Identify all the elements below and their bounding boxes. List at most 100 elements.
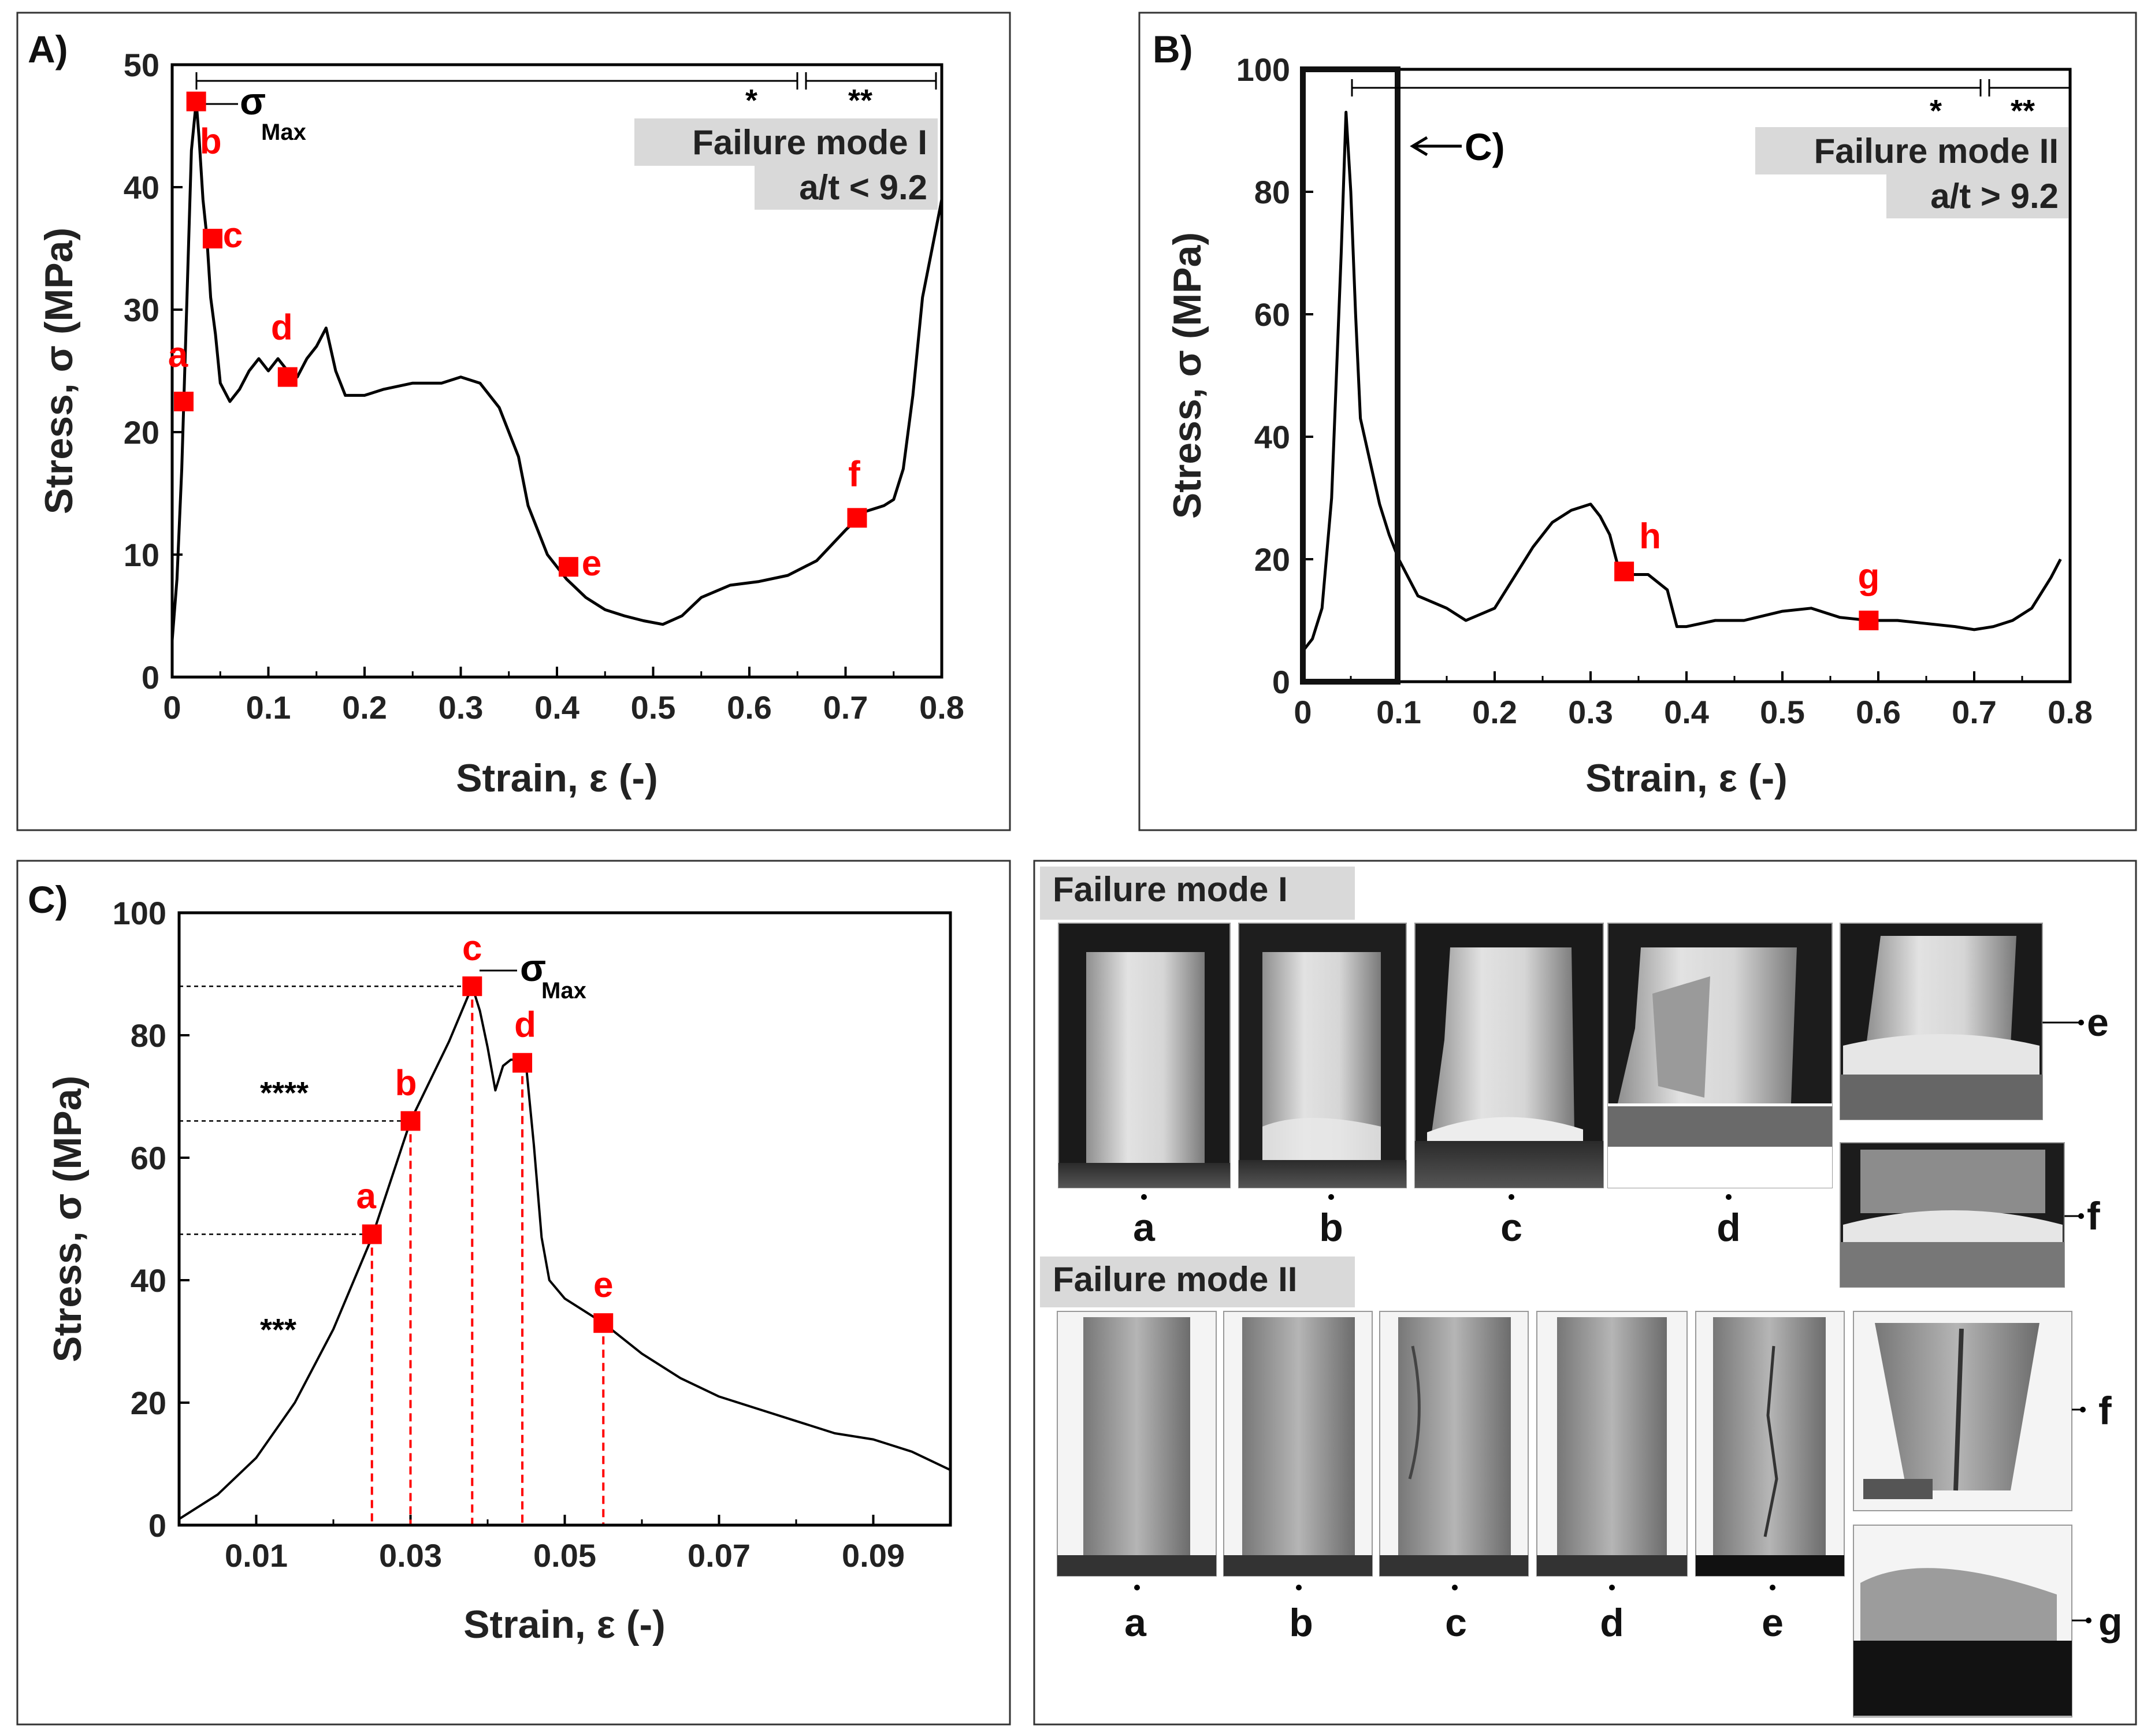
panel-b-info-line-1: Failure mode II xyxy=(1814,132,2059,170)
mode2-photo-b xyxy=(1223,1311,1373,1577)
panel-b-zoom-label: C) xyxy=(1465,125,1505,168)
panel-b-region-label-1: * xyxy=(1930,94,1942,128)
mode1-label-c: c xyxy=(1500,1206,1522,1250)
y-tick-label: 40 xyxy=(1254,419,1290,455)
panel-b-info-box-2 xyxy=(1886,174,2068,218)
panel-a-ticks: 0 0.1 0.2 0.3 0.4 0.5 0.6 0.7 0.8 0 10 20 30 40 50 xyxy=(124,47,964,726)
mode1-photo-c xyxy=(1414,923,1604,1188)
x-tick-label: 0.8 xyxy=(2048,694,2093,730)
mode2-label-c: c xyxy=(1445,1601,1467,1645)
marker-label-d: d xyxy=(514,1005,536,1045)
data-marker-f xyxy=(847,508,867,528)
data-marker-a xyxy=(362,1224,382,1244)
marker-label-d: d xyxy=(271,308,293,348)
x-tick-label: 0 xyxy=(163,689,181,726)
data-marker-c xyxy=(462,976,482,997)
mode1-photo-b xyxy=(1238,923,1407,1188)
x-tick-label: 0.6 xyxy=(727,689,772,726)
panel-b-zoom-box xyxy=(1300,66,1400,685)
mode2-photo-d xyxy=(1536,1311,1688,1577)
panel-c-markers: a b cd e xyxy=(356,928,614,1333)
mode1-title-box xyxy=(1040,867,1355,920)
panel-c-region-label-1: **** xyxy=(260,1076,309,1110)
panel-a-region-bracket xyxy=(195,72,937,90)
mode1-label-b: b xyxy=(1319,1206,1343,1250)
x-tick-label: 0.7 xyxy=(1952,694,1997,730)
x-tick-label: 0.1 xyxy=(1376,694,1421,730)
y-tick-label: 20 xyxy=(1254,541,1290,578)
y-tick-label: 60 xyxy=(131,1140,166,1176)
mode2-photo-f xyxy=(1853,1311,2072,1511)
marker-label-e: e xyxy=(582,544,601,583)
panel-b-region-label-2: ** xyxy=(2011,94,2035,128)
mode2-photo-g xyxy=(1853,1525,2072,1718)
marker-label-a: a xyxy=(168,335,188,375)
marker-label-g: g xyxy=(1857,557,1879,597)
panel-a-ylabel: Stress, σ (MPa) xyxy=(37,228,81,514)
panel-c-region-label-2: *** xyxy=(260,1313,296,1347)
panel-c-ylabel: Stress, σ (MPa) xyxy=(46,1076,90,1362)
y-tick-label: 0 xyxy=(1272,664,1290,700)
panel-a: A) 0 0.1 0.2 0.3 0.4 0.5 0.6 0.7 0.801020304050 … xyxy=(16,12,1011,831)
data-marker-c xyxy=(202,229,222,249)
y-tick-label: 40 xyxy=(124,169,159,206)
x-tick-label: 0.09 xyxy=(842,1537,905,1574)
x-tick-label: 0 xyxy=(1294,694,1312,730)
panel-a-xlabel: Strain, ε (-) xyxy=(456,756,658,800)
mode1-photo-a xyxy=(1058,923,1231,1188)
x-tick-label: 0.5 xyxy=(631,689,676,726)
x-tick-label: 0.3 xyxy=(1568,694,1613,730)
x-tick-label: 0.8 xyxy=(919,689,964,726)
panel-a-plot-area xyxy=(170,63,943,679)
y-tick-label: 100 xyxy=(113,895,166,931)
mode1-label-d: d xyxy=(1717,1206,1741,1250)
x-tick-label: 0.6 xyxy=(1856,694,1901,730)
x-tick-label: 0.3 xyxy=(439,689,484,726)
data-marker-d xyxy=(512,1053,533,1073)
panel-b-label: B) xyxy=(1153,28,1193,70)
x-tick-label: 0.5 xyxy=(1760,694,1805,730)
marker-label-c: c xyxy=(462,928,482,968)
mode2-g-dot xyxy=(2086,1618,2091,1623)
data-marker-b xyxy=(400,1111,421,1131)
mode2-dots xyxy=(1134,1585,1775,1590)
y-tick-label: 80 xyxy=(131,1017,166,1054)
marker-label-a: a xyxy=(356,1177,377,1217)
data-marker-e xyxy=(593,1313,614,1333)
data-marker-a xyxy=(173,392,194,411)
panel-a-info-box-2 xyxy=(755,166,938,210)
y-tick-label: 40 xyxy=(131,1262,166,1299)
panel-a-info-line-1: Failure mode I xyxy=(692,123,927,162)
mode2-label-f: f xyxy=(2098,1389,2112,1433)
panel-a-markers: a b c d e f xyxy=(168,91,867,583)
x-tick-label: 0.03 xyxy=(379,1537,442,1574)
y-tick-label: 10 xyxy=(124,537,159,573)
data-marker-e xyxy=(558,557,578,577)
panel-c-plot-area xyxy=(177,911,952,1527)
panel-c-sigma-label: σ xyxy=(520,946,546,989)
y-tick-label: 50 xyxy=(124,47,159,83)
x-tick-label: 0.01 xyxy=(225,1537,288,1574)
panel-c-ticks: 0.01 0.03 0.05 0.07 0.09 0 20 40 60 80 100 xyxy=(113,895,905,1574)
panel-a-region-label-1: * xyxy=(745,83,757,118)
panel-b-stress-strain-line xyxy=(1302,110,2062,652)
panel-photos-frame xyxy=(1033,860,2137,1726)
mode1-label-f: f xyxy=(2087,1194,2100,1238)
y-tick-label: 0 xyxy=(142,659,159,696)
mode2-title-box xyxy=(1040,1257,1355,1307)
marker-label-e: e xyxy=(593,1265,613,1305)
mode2-label-b: b xyxy=(1289,1601,1313,1645)
panel-a-sigma-label: σ xyxy=(240,80,266,122)
x-tick-label: 0.4 xyxy=(1664,694,1709,730)
x-tick-label: 0.1 xyxy=(246,689,291,726)
x-tick-label: 0.05 xyxy=(533,1537,596,1574)
marker-label-f: f xyxy=(848,454,860,494)
y-tick-label: 60 xyxy=(1254,296,1290,333)
mode2-label-a: a xyxy=(1124,1601,1147,1645)
marker-label-h: h xyxy=(1639,516,1661,556)
panel-c-sigma-sub: Max xyxy=(541,978,586,1003)
y-tick-label: 30 xyxy=(124,292,159,328)
mode2-photo-e xyxy=(1695,1311,1845,1577)
